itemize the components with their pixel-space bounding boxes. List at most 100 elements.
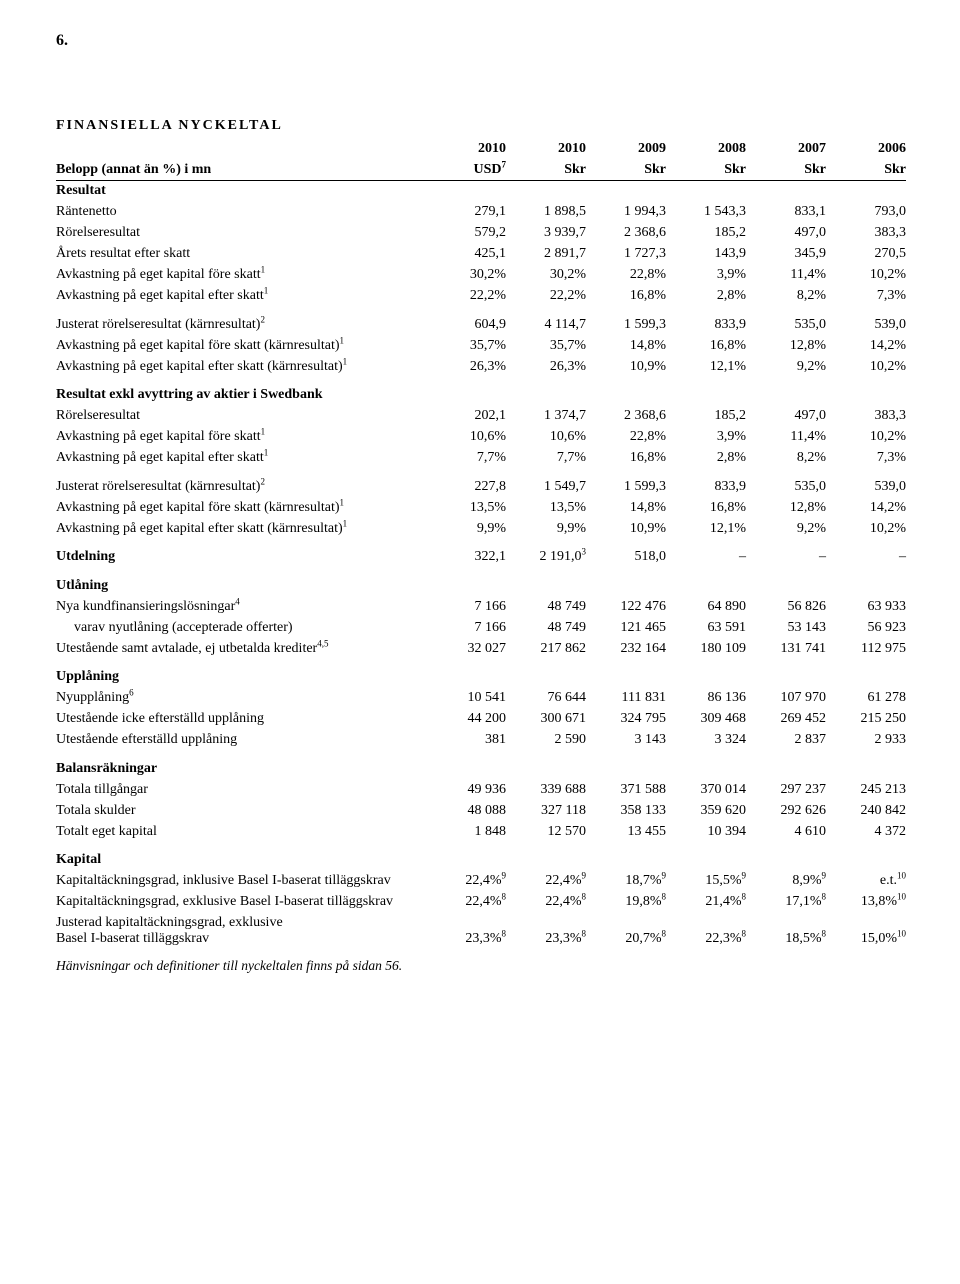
- table-row: Totala tillgångar49 936339 688371 588370…: [56, 779, 906, 800]
- unit-col: Skr: [746, 159, 826, 181]
- table-cell: 279,1: [426, 202, 506, 223]
- row-label: Justerat rörelseresultat (kärnresultat)2: [56, 469, 426, 498]
- table-cell: 292 626: [746, 800, 826, 821]
- table-cell: 63 933: [826, 596, 906, 617]
- table-cell: 121 465: [586, 617, 666, 638]
- table-cell: 232 164: [586, 638, 666, 659]
- table-row: Avkastning på eget kapital efter skatt12…: [56, 286, 906, 307]
- table-cell: 22,8%: [586, 427, 666, 448]
- table-cell: 14,8%: [586, 335, 666, 356]
- row-label: Utestående efterställd upplåning: [56, 730, 426, 751]
- row-label: Rörelseresultat: [56, 406, 426, 427]
- table-cell: 64 890: [666, 596, 746, 617]
- table-cell: 370 014: [666, 779, 746, 800]
- table-cell: 2 590: [506, 730, 586, 751]
- table-cell: 18,7%9: [586, 871, 666, 892]
- table-cell: 10,9%: [586, 356, 666, 377]
- page-number: 6.: [56, 32, 904, 50]
- table-row: Nyupplåning610 54176 644111 83186 136107…: [56, 688, 906, 709]
- row-label: varav nyutlåning (accepterade offerter): [56, 617, 426, 638]
- table-cell: 86 136: [666, 688, 746, 709]
- table-cell: 3 939,7: [506, 223, 586, 244]
- table-cell: 185,2: [666, 223, 746, 244]
- table-cell: 44 200: [426, 709, 506, 730]
- table-cell: 300 671: [506, 709, 586, 730]
- table-cell: 539,0: [826, 469, 906, 498]
- row-label: Nya kundfinansieringslösningar4: [56, 596, 426, 617]
- table-cell: 833,9: [666, 307, 746, 336]
- table-header: 2010 2010 2009 2008 2007 2006 Belopp (an…: [56, 138, 906, 181]
- row-label: Justerad kapitaltäckningsgrad, exklusive…: [56, 913, 426, 950]
- table-cell: 17,1%8: [746, 892, 826, 913]
- table-cell: 21,4%8: [666, 892, 746, 913]
- table-cell: 12,1%: [666, 518, 746, 539]
- row-label: Avkastning på eget kapital efter skatt1: [56, 448, 426, 469]
- row-label: Avkastning på eget kapital före skatt1: [56, 427, 426, 448]
- table-row: Totala skulder48 088327 118358 133359 62…: [56, 800, 906, 821]
- table-row: Totalt eget kapital1 84812 57013 45510 3…: [56, 821, 906, 842]
- row-label: Årets resultat efter skatt: [56, 244, 426, 265]
- table-cell: 10,2%: [826, 427, 906, 448]
- table-row: Justerat rörelseresultat (kärnresultat)2…: [56, 469, 906, 498]
- table-cell: 13 455: [586, 821, 666, 842]
- table-cell: 9,2%: [746, 356, 826, 377]
- table-cell: 833,1: [746, 202, 826, 223]
- table-row: Utestående samt avtalade, ej utbetalda k…: [56, 638, 906, 659]
- table-cell: 425,1: [426, 244, 506, 265]
- table-cell: 12,8%: [746, 497, 826, 518]
- table-cell: 539,0: [826, 307, 906, 336]
- year-col: 2010: [506, 138, 586, 159]
- table-cell: 122 476: [586, 596, 666, 617]
- table-row: Nya kundfinansieringslösningar47 16648 7…: [56, 596, 906, 617]
- section-heading: Upplåning: [56, 659, 906, 688]
- table-cell: 23,3%8: [506, 913, 586, 950]
- table-cell: 8,2%: [746, 448, 826, 469]
- table-cell: 324 795: [586, 709, 666, 730]
- table-cell: 10 541: [426, 688, 506, 709]
- row-label: Avkastning på eget kapital före skatt (k…: [56, 335, 426, 356]
- section-heading: Balansräkningar: [56, 751, 906, 780]
- table-cell: 35,7%: [426, 335, 506, 356]
- table-cell: 12,8%: [746, 335, 826, 356]
- table-cell: 61 278: [826, 688, 906, 709]
- table-cell: 217 862: [506, 638, 586, 659]
- table-cell: 269 452: [746, 709, 826, 730]
- table-row: Kapitaltäckningsgrad, inklusive Basel I-…: [56, 871, 906, 892]
- table-row: Justerat rörelseresultat (kärnresultat)2…: [56, 307, 906, 336]
- table-cell: 18,5%8: [746, 913, 826, 950]
- table-cell: 16,8%: [586, 448, 666, 469]
- row-label: Totala skulder: [56, 800, 426, 821]
- table-cell: 22,8%: [586, 265, 666, 286]
- table-body: ResultatRäntenetto279,11 898,51 994,31 5…: [56, 181, 906, 950]
- unit-col: Skr: [666, 159, 746, 181]
- table-cell: 1 994,3: [586, 202, 666, 223]
- row-label: Utdelning: [56, 539, 426, 568]
- table-cell: 1 848: [426, 821, 506, 842]
- table-cell: 1 549,7: [506, 469, 586, 498]
- table-cell: 793,0: [826, 202, 906, 223]
- table-cell: 4 114,7: [506, 307, 586, 336]
- table-cell: 48 749: [506, 617, 586, 638]
- table-cell: 30,2%: [506, 265, 586, 286]
- row-label: Utestående samt avtalade, ej utbetalda k…: [56, 638, 426, 659]
- table-cell: –: [826, 539, 906, 568]
- unit-col: Skr: [506, 159, 586, 181]
- table-cell: 2 191,03: [506, 539, 586, 568]
- table-row: Avkastning på eget kapital efter skatt (…: [56, 356, 906, 377]
- table-cell: 10 394: [666, 821, 746, 842]
- table-cell: 383,3: [826, 223, 906, 244]
- table-row: Justerad kapitaltäckningsgrad, exklusive…: [56, 913, 906, 950]
- table-cell: 56 826: [746, 596, 826, 617]
- row-label: Totalt eget kapital: [56, 821, 426, 842]
- table-cell: 76 644: [506, 688, 586, 709]
- table-cell: 131 741: [746, 638, 826, 659]
- table-cell: 10,2%: [826, 518, 906, 539]
- table-row: Årets resultat efter skatt425,12 891,71 …: [56, 244, 906, 265]
- table-cell: 7,7%: [506, 448, 586, 469]
- table-cell: 49 936: [426, 779, 506, 800]
- table-cell: 270,5: [826, 244, 906, 265]
- year-col: 2010: [426, 138, 506, 159]
- table-cell: 2 368,6: [586, 406, 666, 427]
- row-label: Justerat rörelseresultat (kärnresultat)2: [56, 307, 426, 336]
- table-cell: 4 610: [746, 821, 826, 842]
